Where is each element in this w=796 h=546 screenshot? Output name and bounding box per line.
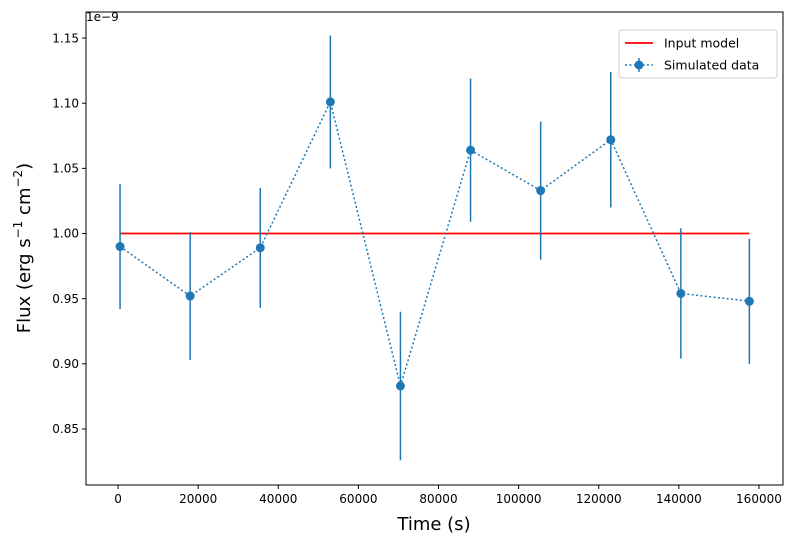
- y-tick-label: 0.95: [52, 292, 79, 306]
- y-axis-label-exp1: −1: [11, 221, 25, 239]
- legend-label-simulated-data: Simulated data: [664, 58, 759, 73]
- simulated-data-point: [536, 186, 546, 196]
- y-tick-label: 0.90: [52, 357, 79, 371]
- y-axis-label-suffix: ): [14, 163, 35, 170]
- x-tick-label: 100000: [496, 492, 542, 506]
- y-offset-text: 1e−9: [86, 10, 119, 24]
- simulated-data-point: [115, 242, 125, 252]
- plot-frame: [85, 11, 784, 486]
- simulated-data-point: [255, 243, 265, 253]
- y-axis-label-prefix: Flux (erg s: [14, 238, 35, 333]
- simulated-data-point: [185, 291, 195, 301]
- x-tick-label: 60000: [339, 492, 377, 506]
- y-tick-label: 1.05: [52, 162, 79, 176]
- simulated-data-point: [395, 381, 405, 391]
- x-tick-label: 160000: [736, 492, 782, 506]
- y-axis-label-exp2: −2: [11, 170, 25, 188]
- x-axis-label: Time (s): [396, 514, 470, 535]
- y-axis-label: Flux (erg s−1 cm−2): [11, 163, 35, 333]
- legend: Input model Simulated data: [618, 29, 778, 79]
- simulated-data-point: [466, 145, 476, 155]
- simulated-data-line: [119, 99, 750, 389]
- x-tick-label: 120000: [576, 492, 622, 506]
- x-tick-label: 80000: [419, 492, 457, 506]
- y-tick-label: 1.15: [52, 31, 79, 45]
- y-tick-label: 1.00: [52, 227, 79, 241]
- x-tick-label: 140000: [656, 492, 702, 506]
- legend-box: [618, 29, 778, 79]
- simulated-data-point: [325, 97, 335, 107]
- x-tick-label: 20000: [179, 492, 217, 506]
- y-tick-label: 0.85: [52, 422, 79, 436]
- legend-swatch-simulated-marker: [634, 60, 644, 70]
- legend-label-input-model: Input model: [664, 36, 739, 51]
- x-tick-label: 0: [114, 492, 122, 506]
- y-tick-label: 1.10: [52, 96, 79, 110]
- simulated-data-point: [744, 296, 754, 306]
- y-axis-label-mid: cm: [14, 188, 35, 221]
- simulated-data-point: [676, 288, 686, 298]
- x-tick-label: 40000: [259, 492, 297, 506]
- simulated-data-point: [606, 135, 616, 145]
